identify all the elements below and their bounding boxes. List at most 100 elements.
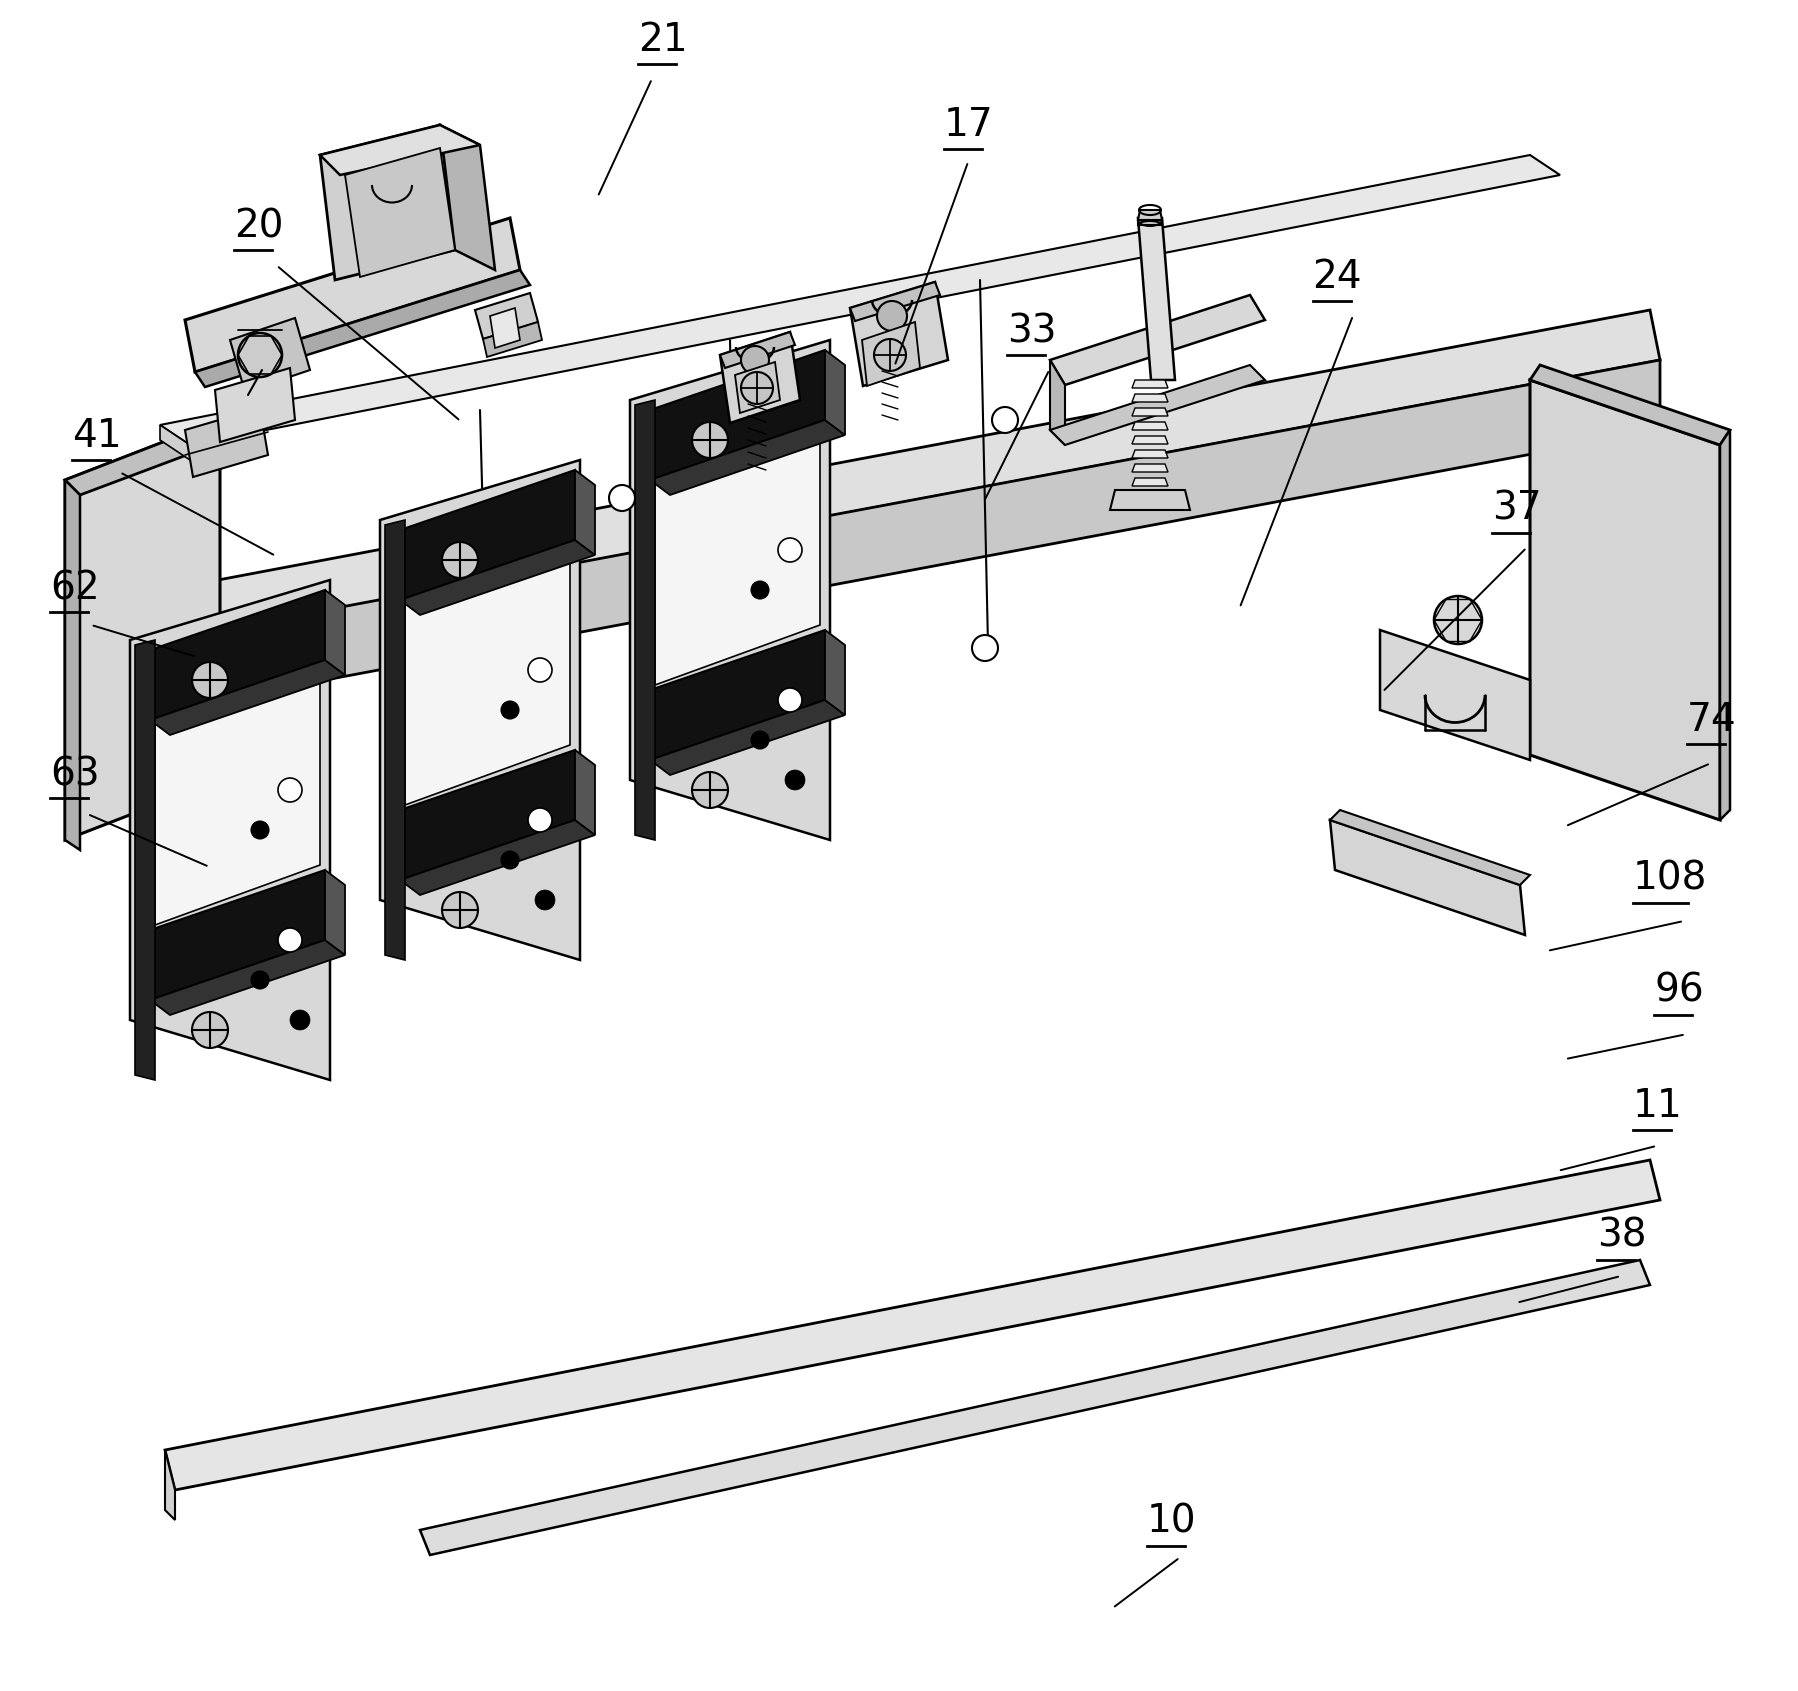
Polygon shape [379,460,581,960]
Polygon shape [155,665,320,925]
Polygon shape [575,751,595,835]
Polygon shape [1138,218,1162,225]
Polygon shape [1721,430,1730,820]
Circle shape [536,889,556,910]
Polygon shape [825,631,845,715]
Polygon shape [160,424,191,460]
Text: 24: 24 [1313,259,1363,296]
Polygon shape [325,869,345,955]
Text: 21: 21 [638,22,689,59]
Circle shape [529,808,552,832]
Circle shape [289,1010,309,1030]
Circle shape [529,658,552,681]
Circle shape [1435,595,1482,644]
Text: 17: 17 [944,107,994,144]
Circle shape [752,582,770,599]
Polygon shape [399,539,595,616]
Polygon shape [719,492,748,729]
Polygon shape [1331,820,1525,935]
Circle shape [786,769,806,790]
Polygon shape [325,590,345,675]
Polygon shape [1530,365,1730,445]
Polygon shape [575,470,595,555]
Polygon shape [320,125,480,174]
Circle shape [252,822,270,839]
Circle shape [279,778,302,802]
Polygon shape [475,293,538,338]
Polygon shape [491,308,520,348]
Polygon shape [1133,380,1169,387]
Polygon shape [320,125,455,281]
Circle shape [874,338,906,370]
Polygon shape [194,271,530,387]
Text: 38: 38 [1597,1218,1647,1255]
Polygon shape [629,340,831,840]
Polygon shape [399,820,595,895]
Polygon shape [484,321,541,357]
Polygon shape [719,331,800,423]
Circle shape [502,702,520,719]
Polygon shape [850,282,948,386]
Circle shape [992,408,1018,433]
Text: 108: 108 [1633,861,1706,898]
Text: 41: 41 [72,418,122,455]
Polygon shape [399,751,575,879]
Polygon shape [651,631,825,759]
Polygon shape [1109,490,1190,511]
Polygon shape [1133,463,1169,472]
Polygon shape [1381,631,1530,759]
Polygon shape [129,580,331,1081]
Circle shape [502,851,520,869]
Polygon shape [850,282,940,321]
Circle shape [252,971,270,989]
Circle shape [610,485,635,511]
Polygon shape [441,125,494,271]
Circle shape [442,543,478,578]
Polygon shape [185,408,268,477]
Polygon shape [149,590,325,720]
Polygon shape [1138,218,1176,380]
Polygon shape [149,659,345,736]
Polygon shape [135,639,155,1081]
Circle shape [692,773,728,808]
Polygon shape [421,1260,1651,1556]
Circle shape [192,661,228,698]
Circle shape [692,423,728,458]
Circle shape [877,301,906,331]
Polygon shape [160,156,1561,445]
Polygon shape [1050,365,1266,445]
Text: 63: 63 [50,756,101,793]
Polygon shape [149,869,325,999]
Text: 10: 10 [1147,1503,1197,1541]
Polygon shape [651,350,825,480]
Circle shape [192,1011,228,1048]
Text: 11: 11 [1633,1087,1683,1125]
Polygon shape [1331,810,1530,884]
Polygon shape [469,582,498,818]
Circle shape [741,372,773,404]
Polygon shape [149,940,345,1015]
Polygon shape [385,521,405,960]
Polygon shape [1050,360,1064,445]
Polygon shape [1530,380,1721,820]
Polygon shape [185,218,520,372]
Polygon shape [1133,450,1169,458]
Text: 33: 33 [1007,313,1057,350]
Polygon shape [230,318,309,392]
Polygon shape [65,480,79,851]
Circle shape [442,891,478,928]
Polygon shape [651,700,845,774]
Circle shape [237,333,282,377]
Polygon shape [719,331,795,369]
Polygon shape [1133,423,1169,430]
Polygon shape [1050,294,1266,386]
Polygon shape [1133,408,1169,416]
Polygon shape [1133,479,1169,485]
Polygon shape [65,419,219,840]
Text: 62: 62 [50,570,101,607]
Polygon shape [345,149,455,277]
Polygon shape [165,1449,174,1520]
Text: 37: 37 [1492,490,1543,528]
Circle shape [279,928,302,952]
Polygon shape [654,424,820,685]
